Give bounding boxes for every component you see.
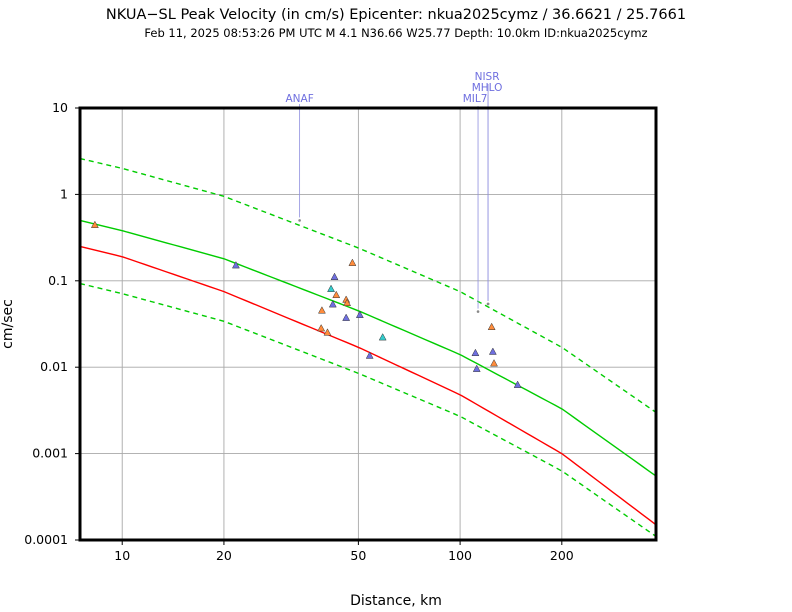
seismic-stations-point [355, 310, 364, 318]
y-tick-label: 0.01 [40, 359, 68, 374]
x-tick-label: 100 [448, 548, 472, 563]
x-tick-label: 50 [350, 548, 366, 563]
x-axis-label: Distance, km [350, 593, 442, 609]
model-curves [79, 157, 657, 537]
y-tick-label: 0.0001 [24, 532, 68, 547]
seismic-stations-point [488, 347, 497, 355]
seismic-stations-point [471, 348, 480, 357]
accelerograph-stations-point [348, 258, 357, 266]
gmpe-mean-curve [79, 219, 657, 477]
gmpe-plus-sigma-curve [79, 157, 657, 413]
accelerograph-stations-point [343, 298, 352, 306]
other-stations-point [327, 284, 335, 292]
gmpe-minus-sigma-curve [79, 282, 657, 537]
station-points [90, 220, 522, 388]
seismic-stations-point [342, 313, 351, 321]
y-tick-label: 0.1 [48, 273, 68, 288]
accelerograph-stations-point [323, 328, 332, 336]
flagged-station-label: MHLO [472, 82, 503, 94]
x-tick-label: 200 [550, 548, 574, 563]
plot-background [80, 108, 656, 540]
x-tick-label: 10 [114, 548, 130, 563]
accelerograph-stations-point [317, 324, 326, 332]
reference-curve-curve [79, 245, 657, 526]
seismic-stations-point [328, 300, 337, 308]
chart-title: NKUA−SL Peak Velocity (in cm/s) Epicente… [106, 7, 686, 23]
flagged-station-label: NISR [475, 71, 500, 83]
x-tick-label: 20 [216, 548, 232, 563]
flagged-station-label: MIL7 [463, 93, 488, 105]
accelerograph-stations-point [490, 359, 498, 367]
accelerograph-stations-point [487, 322, 496, 330]
plot-border [78, 106, 658, 542]
y-tick-label: 0.001 [32, 446, 68, 461]
accelerograph-stations-point [90, 220, 99, 228]
tick-labels: 10 20 50 100 200 10 1 0.1 0.01 0.001 0.0001 [24, 100, 574, 563]
y-axis-label: cm/sec [0, 299, 16, 349]
seismic-stations-point [472, 364, 481, 372]
flagged-station-point [298, 219, 301, 222]
y-tick-label: 1 [60, 186, 68, 201]
flagged-station-point [476, 310, 480, 313]
seismic-stations-point [231, 261, 240, 269]
seismic-stations-point [330, 272, 339, 280]
accelerograph-stations-point [332, 290, 341, 299]
chart-subtitle: Feb 11, 2025 08:53:26 PM UTC M 4.1 N36.6… [144, 26, 647, 40]
y-tick-label: 10 [52, 100, 68, 115]
seismic-stations-point [513, 380, 522, 388]
accelerograph-stations-point [318, 306, 326, 314]
seismic-stations-point [365, 351, 374, 359]
other-stations-point [378, 333, 387, 341]
flagged-station-point [486, 302, 490, 306]
plot-frame [78, 106, 658, 542]
flagged-station-label: ANAF [285, 93, 313, 105]
